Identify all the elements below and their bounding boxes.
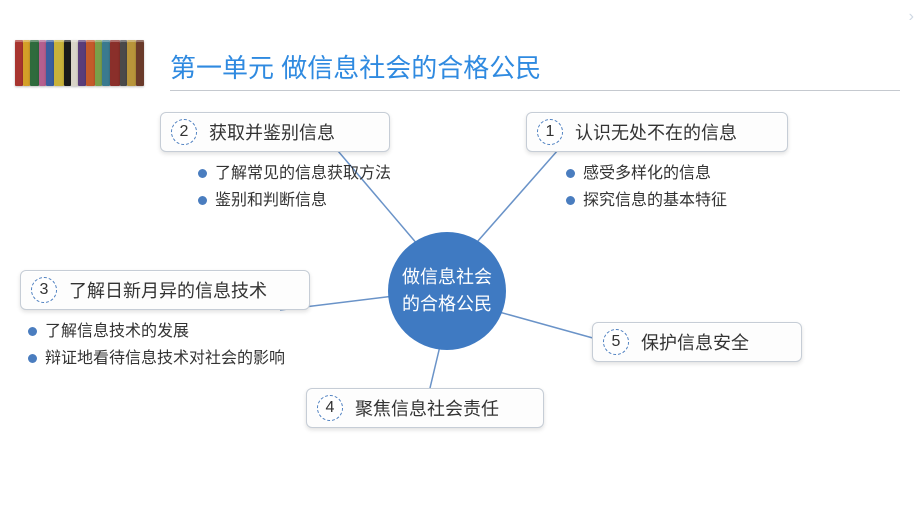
bullet-item: 了解信息技术的发展 [28,318,285,345]
node-2-label: 获取并鉴别信息 [209,119,335,145]
bullet-item: 鉴别和判断信息 [198,187,391,214]
node-1: 1 认识无处不在的信息 [526,112,788,152]
node-3: 3 了解日新月异的信息技术 [20,270,310,310]
top-arrow-icon: › [909,8,914,26]
center-line1: 做信息社会 [402,267,492,287]
bullet-item: 辩证地看待信息技术对社会的影响 [28,345,285,372]
node-1-label: 认识无处不在的信息 [575,119,737,145]
bullet-item: 探究信息的基本特征 [566,187,727,214]
node-1-number: 1 [537,119,563,145]
books-decoration [15,40,155,86]
title-underline [170,90,900,91]
node-2-bullets: 了解常见的信息获取方法鉴别和判断信息 [198,160,391,214]
node-1-bullets: 感受多样化的信息探究信息的基本特征 [566,160,727,214]
node-5: 5 保护信息安全 [592,322,802,362]
center-line2: 的合格公民 [402,294,492,314]
node-2: 2 获取并鉴别信息 [160,112,390,152]
node-5-number: 5 [603,329,629,355]
bullet-item: 了解常见的信息获取方法 [198,160,391,187]
node-3-number: 3 [31,277,57,303]
node-3-label: 了解日新月异的信息技术 [69,277,267,303]
node-4-label: 聚焦信息社会责任 [355,395,499,421]
node-3-bullets: 了解信息技术的发展辩证地看待信息技术对社会的影响 [28,318,285,372]
node-4-number: 4 [317,395,343,421]
node-5-label: 保护信息安全 [641,329,749,355]
node-2-number: 2 [171,119,197,145]
node-4: 4 聚焦信息社会责任 [306,388,544,428]
page-title: 第一单元 做信息社会的合格公民 [170,48,541,85]
center-topic: 做信息社会 的合格公民 [388,232,506,350]
bullet-item: 感受多样化的信息 [566,160,727,187]
